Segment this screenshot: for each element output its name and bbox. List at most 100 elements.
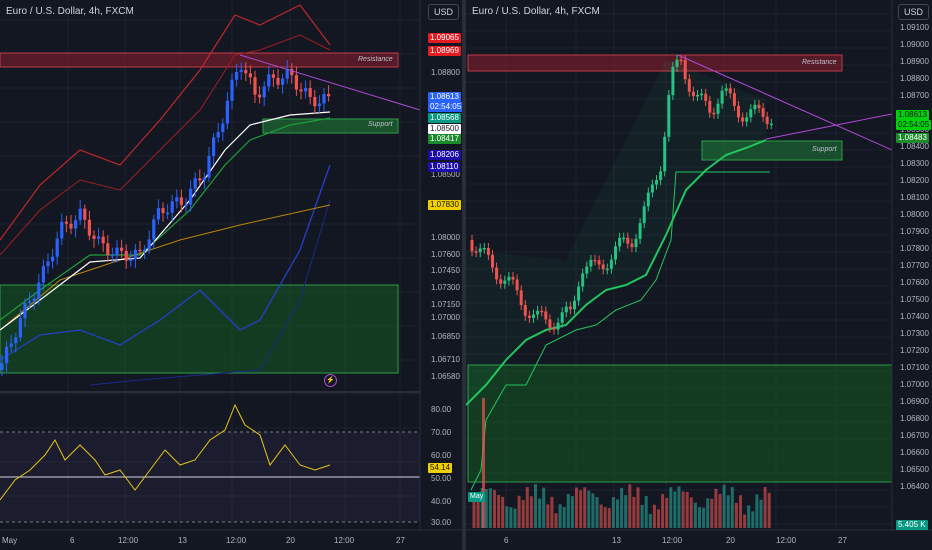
volume-bar xyxy=(640,504,644,528)
ma-fill xyxy=(466,60,766,405)
candle-body xyxy=(655,180,658,185)
candle-body xyxy=(671,66,675,96)
candle-body xyxy=(133,249,137,260)
volume-bar xyxy=(767,492,771,528)
candle-body xyxy=(55,238,59,257)
candle-body xyxy=(532,314,535,318)
right-axis-label: 1.06900 xyxy=(900,397,929,406)
left-axis-label: 1.08800 xyxy=(431,68,460,77)
left-price-tag: 1.08110 xyxy=(428,162,461,172)
resistance-zone xyxy=(467,54,843,72)
candle-body xyxy=(230,79,234,101)
candle-body xyxy=(470,240,474,252)
volume-bar xyxy=(599,504,603,528)
right-axis-label: 1.06500 xyxy=(900,465,929,474)
volume-bar xyxy=(698,507,701,528)
volume-bar xyxy=(587,490,591,528)
right-axis-label: 1.09000 xyxy=(900,40,929,49)
candle-body xyxy=(527,315,531,318)
volume-bar xyxy=(488,488,492,528)
volume-bar xyxy=(620,487,624,528)
candle-body xyxy=(503,280,507,284)
volume-bar xyxy=(706,498,710,528)
volume-spike xyxy=(482,398,485,528)
candle-body xyxy=(663,136,667,172)
right-time-label: 12:00 xyxy=(776,536,797,545)
candle-body xyxy=(193,178,197,189)
candle-body xyxy=(650,184,654,193)
candle-body xyxy=(683,59,687,80)
lightning-alert-icon[interactable]: ⚡ xyxy=(324,374,337,387)
upper-band-inner xyxy=(0,34,331,256)
panel-divider[interactable] xyxy=(462,0,466,550)
right-time-label: 27 xyxy=(838,536,847,545)
candle-body xyxy=(482,247,486,250)
right-currency-button[interactable]: USD xyxy=(898,4,930,20)
trailing-stop-line xyxy=(470,171,770,491)
volume-bar xyxy=(734,502,738,528)
candle-body xyxy=(700,93,704,96)
left-axis-label: 1.06580 xyxy=(431,372,460,381)
left-time-label: 12:00 xyxy=(226,536,247,545)
volume-bar xyxy=(509,507,513,528)
candle-body xyxy=(198,178,202,181)
candle-body xyxy=(41,266,45,283)
right-axis-label: 1.08100 xyxy=(900,193,929,202)
volume-bar xyxy=(579,490,583,528)
candle-body xyxy=(581,273,585,287)
left-price-tag: 1.08969 xyxy=(428,46,461,56)
trend-line-down xyxy=(677,54,893,151)
left-chart-canvas[interactable] xyxy=(0,0,462,550)
support-zone xyxy=(701,140,843,161)
candle-body xyxy=(745,117,749,122)
candle-body xyxy=(83,208,87,220)
candle-body xyxy=(221,123,225,133)
candle-body xyxy=(152,219,156,240)
candle-body xyxy=(147,239,151,250)
volume-bar xyxy=(652,504,656,528)
right-chart-canvas[interactable] xyxy=(466,0,932,550)
candle-body xyxy=(253,77,257,95)
candle-body xyxy=(161,208,165,213)
volume-bar xyxy=(558,504,562,528)
left-axis-label: 1.07600 xyxy=(431,250,460,259)
candle-body xyxy=(9,343,13,347)
volume-bar xyxy=(739,495,742,528)
volume-bar xyxy=(534,484,537,528)
candle-body xyxy=(60,221,64,239)
candle-body xyxy=(156,208,160,220)
left-currency-button[interactable]: USD xyxy=(428,4,460,20)
volume-bar xyxy=(763,487,767,528)
volume-bar xyxy=(657,509,660,528)
right-axis-label: 1.09100 xyxy=(900,23,929,32)
candle-body xyxy=(765,116,769,125)
candle-body xyxy=(285,68,289,79)
candle-body xyxy=(69,223,73,229)
volume-bar xyxy=(566,493,570,528)
volume-bar xyxy=(493,490,496,528)
right-axis-label: 1.07800 xyxy=(900,244,929,253)
oscillator-axis-label: 80.00 xyxy=(431,405,452,414)
candle-body xyxy=(51,256,55,262)
right-axis-label: 1.06600 xyxy=(900,448,929,457)
candle-body xyxy=(691,91,695,97)
trend-line-up xyxy=(765,113,893,140)
candle-body xyxy=(258,94,262,98)
volume-bar xyxy=(636,487,640,528)
left-chart-panel[interactable]: Euro / U.S. Dollar, 4h, FXCM USD 1.08800… xyxy=(0,0,462,550)
volume-bar xyxy=(472,493,476,528)
candle-body xyxy=(175,197,179,202)
left-price-tag: 1.08613 xyxy=(428,92,461,102)
right-axis-label: 1.08300 xyxy=(900,159,929,168)
candle-body xyxy=(478,248,482,253)
left-time-label: 27 xyxy=(396,536,405,545)
candle-body xyxy=(281,78,285,85)
right-chart-panel[interactable]: Euro / U.S. Dollar, 4h, FXCM USD 1.09100… xyxy=(466,0,932,550)
volume-bar xyxy=(661,494,665,528)
volume-bar xyxy=(517,495,521,528)
volume-bar xyxy=(484,489,488,528)
oscillator-axis-label: 60.00 xyxy=(431,451,452,460)
candle-body xyxy=(78,208,82,221)
left-price-tag: 1.08417 xyxy=(428,134,461,144)
volume-bar xyxy=(718,493,722,528)
